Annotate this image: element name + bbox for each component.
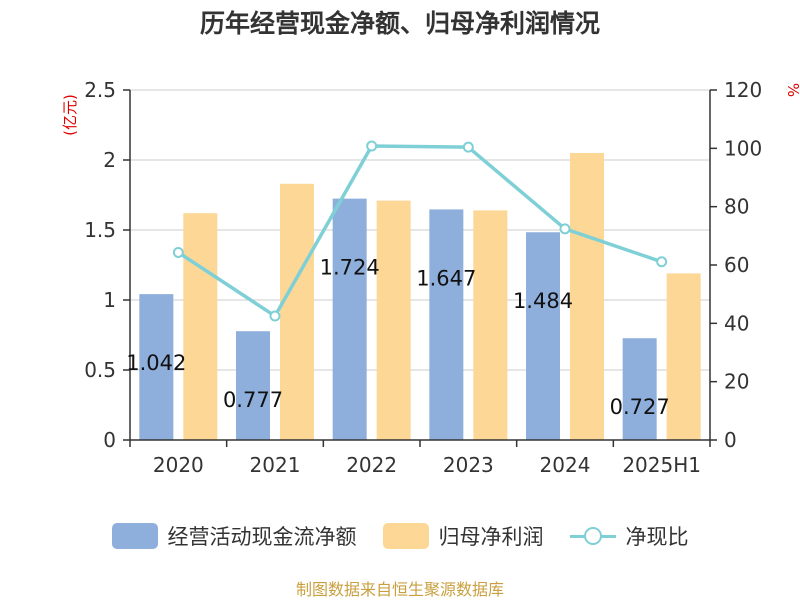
bar-data-label: 0.777	[223, 388, 283, 412]
ratio-point	[366, 140, 378, 152]
legend-swatch-cashflow	[111, 523, 158, 549]
ratio-point	[269, 310, 281, 322]
ratio-point	[462, 141, 474, 153]
right-tick-label: 60	[724, 253, 749, 277]
right-tick-label: 0	[724, 428, 737, 452]
bar-data-label: 1.042	[126, 351, 186, 375]
legend-item-ratio[interactable]: 净现比	[569, 521, 689, 551]
bar-net-profit	[280, 183, 314, 441]
bar-data-label: 1.647	[416, 266, 476, 290]
left-tick-label: 2.5	[84, 78, 116, 102]
left-tick-label: 0	[103, 428, 116, 452]
bar-data-label: 0.727	[610, 395, 670, 419]
bar-cashflow	[429, 209, 464, 440]
bar-cashflow	[526, 232, 560, 440]
right-tick-label: 20	[724, 370, 749, 394]
chart-canvas: 0 0.5 1 1.5 2 2.5 0 20 40 60 80 100 120 2020 2021 2022 2…	[61, 78, 800, 477]
data-labels: 1.042 0.777 1.724 1.647 1.484 0.727	[126, 256, 669, 420]
bar-net-profit	[183, 213, 218, 440]
x-tick-label: 2022	[346, 453, 397, 477]
right-tick-label: 100	[724, 136, 762, 160]
legend-swatch-net-profit	[382, 523, 429, 549]
ratio-point	[656, 256, 668, 268]
right-tick-label: 120	[724, 78, 762, 102]
x-tick-label: 2021	[250, 453, 301, 477]
bar-net-profit	[570, 153, 604, 440]
bar-cashflow	[139, 294, 174, 440]
x-tick-label: 2020	[153, 453, 204, 477]
x-tick-label: 2025H1	[622, 453, 701, 477]
bar-net-profit	[473, 210, 508, 440]
axes: 0 0.5 1 1.5 2 2.5 0 20 40 60 80 100 120 2020 2021 2022 2…	[84, 78, 762, 477]
legend: 经营活动现金流净额 归母净利润 净现比	[0, 516, 800, 556]
bar-net-profit	[376, 200, 411, 440]
bar-cashflow	[332, 198, 367, 440]
left-axis-unit: (亿元)	[61, 94, 79, 136]
right-tick-label: 40	[724, 311, 749, 335]
bar-cashflow	[236, 331, 270, 440]
left-tick-label: 1	[103, 288, 116, 312]
x-tick-label: 2023	[443, 453, 494, 477]
bar-data-label: 1.724	[320, 256, 380, 280]
right-tick-label: 80	[724, 195, 749, 219]
right-axis-unit: %	[784, 83, 800, 97]
legend-item-net-profit[interactable]: 归母净利润	[382, 521, 544, 551]
legend-label-ratio: 净现比	[625, 525, 689, 549]
bar-cashflow	[622, 338, 657, 440]
left-tick-label: 1.5	[84, 218, 116, 242]
left-tick-label: 0.5	[84, 358, 116, 382]
legend-item-cashflow[interactable]: 经营活动现金流净额	[111, 521, 357, 551]
gridlines	[130, 89, 710, 371]
left-tick-label: 2	[103, 148, 116, 172]
ratio-line	[177, 144, 663, 318]
legend-line-icon	[569, 523, 616, 549]
chart-title: 历年经营现金净额、归母净利润情况	[199, 9, 600, 38]
ratio-point	[172, 246, 184, 258]
bars	[139, 153, 701, 441]
line-series	[172, 140, 668, 322]
ratio-point	[559, 223, 571, 235]
bar-net-profit	[666, 273, 701, 440]
legend-label-cashflow: 经营活动现金流净额	[167, 525, 357, 549]
source-note: 制图数据来自恒生聚源数据库	[295, 580, 504, 599]
x-tick-label: 2024	[540, 453, 591, 477]
legend-label-net-profit: 归母净利润	[438, 525, 544, 549]
bar-data-label: 1.484	[513, 289, 573, 313]
